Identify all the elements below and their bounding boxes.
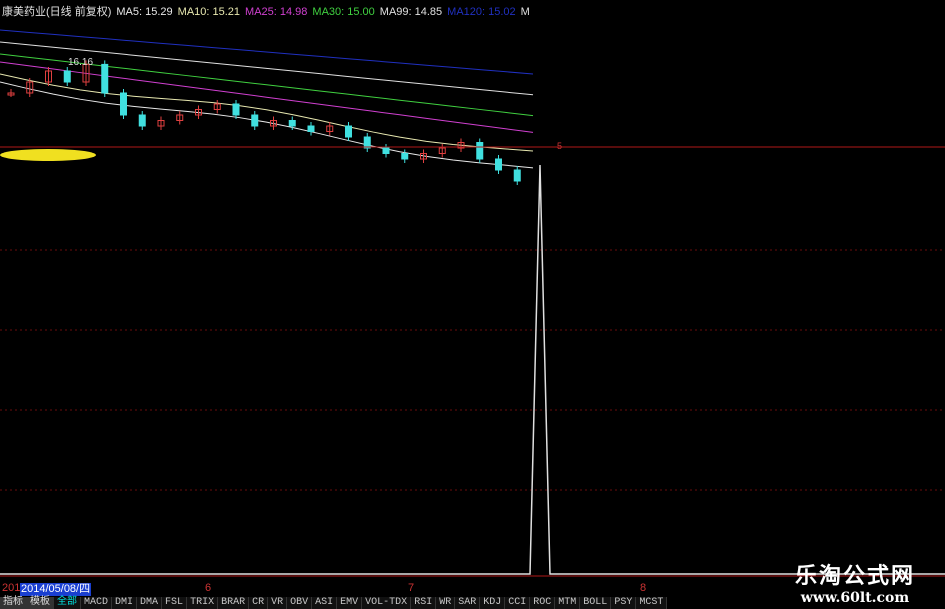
tab-dmi[interactable]: DMI: [112, 597, 138, 609]
tab-mcst[interactable]: MCST: [636, 597, 668, 609]
candle: [513, 169, 521, 182]
candle: [401, 153, 409, 160]
candle: [82, 63, 90, 83]
tab-macd[interactable]: MACD: [81, 597, 113, 609]
tab-vr[interactable]: VR: [268, 597, 288, 609]
candle: [457, 142, 465, 149]
ma-value: MA10: 15.21: [177, 6, 241, 18]
tab-vol-tdx[interactable]: VOL-TDX: [362, 597, 412, 609]
candle: [120, 92, 127, 116]
ma-line: [0, 73, 534, 152]
stock-name: 康美药业(日线 前复权): [2, 6, 112, 18]
cursor-date: 2014/05/08/四: [20, 583, 92, 596]
candle: [382, 147, 390, 154]
tab-psy[interactable]: PSY: [611, 597, 637, 609]
ma-line: [0, 29, 534, 75]
tab-模板[interactable]: 模板: [27, 597, 54, 609]
candle: [438, 147, 446, 154]
ma-line: [0, 81, 534, 169]
candle: [176, 114, 184, 121]
tab-obv[interactable]: OBV: [287, 597, 313, 609]
candle: [138, 114, 146, 127]
candlesticks: [7, 60, 521, 185]
watermark-name: 乐淘公式网: [794, 563, 915, 589]
redacted-mark: [0, 149, 96, 161]
watermark-url: www.60lt.com: [800, 590, 910, 606]
axis-month: 8: [640, 582, 647, 594]
candle: [307, 125, 315, 132]
tab-cci[interactable]: CCI: [505, 597, 531, 609]
price-label: 16.16: [68, 57, 94, 68]
watermark: 乐淘公式网 www.60lt.com: [795, 558, 915, 606]
candle: [101, 63, 109, 94]
candle: [232, 103, 240, 116]
indicator-level-label: 5: [557, 141, 563, 151]
tab-brar[interactable]: BRAR: [218, 597, 250, 609]
tab-fsl[interactable]: FSL: [162, 597, 188, 609]
chart-title-bar: 康美药业(日线 前复权) MA5: 15.29 MA10: 15.21 MA25: 1…: [2, 3, 540, 19]
ma-line: [0, 41, 534, 96]
candle: [251, 114, 259, 127]
tab-rsi[interactable]: RSI: [411, 597, 437, 609]
tab-全部[interactable]: 全部: [54, 597, 81, 609]
tab-指标[interactable]: 指标: [0, 597, 27, 609]
tab-boll[interactable]: BOLL: [580, 597, 612, 609]
candle: [288, 120, 296, 127]
indicator-gridlines: [0, 249, 945, 491]
candle: [63, 70, 71, 83]
tab-emv[interactable]: EMV: [337, 597, 363, 609]
candle: [213, 103, 221, 110]
candle: [270, 120, 277, 127]
tab-roc[interactable]: ROC: [530, 597, 556, 609]
tab-wr[interactable]: WR: [436, 597, 456, 609]
tab-mtm[interactable]: MTM: [555, 597, 581, 609]
ma-value: MA5: 15.29: [116, 6, 173, 18]
candle: [476, 142, 484, 160]
candle: [326, 125, 334, 132]
candle: [7, 92, 15, 96]
candle: [195, 109, 202, 116]
candle: [157, 120, 165, 127]
axis-month: 6: [205, 582, 212, 594]
ma-value: MA120: 15.02: [447, 6, 516, 18]
ma-value: MA30: 15.00: [312, 6, 375, 18]
candle: [26, 81, 34, 94]
tab-kdj[interactable]: KDJ: [480, 597, 506, 609]
indicator-line: [0, 164, 945, 575]
axis-month: 7: [408, 582, 415, 594]
candle: [45, 70, 52, 83]
ma-value: M: [520, 6, 530, 18]
tab-cr[interactable]: CR: [249, 597, 269, 609]
ma-value: MA25: 14.98: [245, 6, 308, 18]
tab-dma[interactable]: DMA: [137, 597, 163, 609]
tab-trix[interactable]: TRIX: [187, 597, 219, 609]
candle: [363, 136, 371, 149]
candle: [420, 153, 427, 160]
tab-asi[interactable]: ASI: [312, 597, 338, 609]
candle: [345, 125, 352, 138]
tab-sar[interactable]: SAR: [455, 597, 481, 609]
indicator-tabs: 指标 模板 全部 MACD DMI DMA FSL TRIX BRAR CR VR OBV ASI EMV…: [0, 597, 668, 609]
candle: [495, 158, 502, 171]
ma-value: MA99: 14.85: [379, 6, 443, 18]
